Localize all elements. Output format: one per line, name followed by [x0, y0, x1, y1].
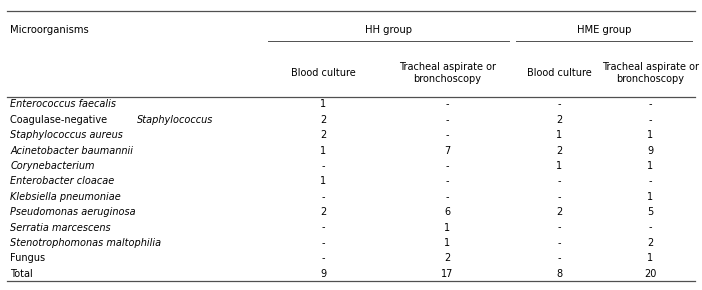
- Text: Corynebacterium: Corynebacterium: [11, 161, 95, 171]
- Text: 1: 1: [647, 130, 654, 140]
- Text: 2: 2: [444, 253, 451, 263]
- Text: -: -: [649, 99, 652, 109]
- Text: 1: 1: [556, 130, 562, 140]
- Text: 9: 9: [320, 269, 326, 279]
- Text: 7: 7: [444, 146, 451, 155]
- Text: -: -: [649, 222, 652, 233]
- Text: HH group: HH group: [365, 25, 412, 35]
- Text: 2: 2: [647, 238, 654, 248]
- Text: 2: 2: [556, 207, 562, 217]
- Text: -: -: [649, 176, 652, 186]
- Text: Fungus: Fungus: [11, 253, 46, 263]
- Text: 5: 5: [647, 207, 654, 217]
- Text: 20: 20: [644, 269, 656, 279]
- Text: 1: 1: [320, 176, 326, 186]
- Text: Klebsiella pneumoniae: Klebsiella pneumoniae: [11, 192, 121, 202]
- Text: 2: 2: [320, 130, 326, 140]
- Text: -: -: [557, 176, 561, 186]
- Text: -: -: [322, 222, 325, 233]
- Text: 1: 1: [647, 161, 654, 171]
- Text: 17: 17: [441, 269, 453, 279]
- Text: Enterococcus faecalis: Enterococcus faecalis: [11, 99, 117, 109]
- Text: Pseudomonas aeruginosa: Pseudomonas aeruginosa: [11, 207, 136, 217]
- Text: Staphylococcus aureus: Staphylococcus aureus: [11, 130, 124, 140]
- Text: Tracheal aspirate or
bronchoscopy: Tracheal aspirate or bronchoscopy: [602, 61, 698, 84]
- Text: 9: 9: [647, 146, 654, 155]
- Text: Staphylococcus: Staphylococcus: [137, 115, 213, 125]
- Text: Stenotrophomonas maltophilia: Stenotrophomonas maltophilia: [11, 238, 161, 248]
- Text: -: -: [322, 238, 325, 248]
- Text: 2: 2: [556, 115, 562, 125]
- Text: Blood culture: Blood culture: [526, 68, 592, 77]
- Text: -: -: [557, 99, 561, 109]
- Text: -: -: [446, 130, 449, 140]
- Text: Enterobacter cloacae: Enterobacter cloacae: [11, 176, 114, 186]
- Text: 1: 1: [647, 192, 654, 202]
- Text: Acinetobacter baumannii: Acinetobacter baumannii: [11, 146, 133, 155]
- Text: 1: 1: [444, 238, 451, 248]
- Text: Blood culture: Blood culture: [291, 68, 356, 77]
- Text: -: -: [446, 192, 449, 202]
- Text: 1: 1: [320, 99, 326, 109]
- Text: Coagulase-negative: Coagulase-negative: [11, 115, 111, 125]
- Text: -: -: [649, 115, 652, 125]
- Text: -: -: [446, 161, 449, 171]
- Text: Total: Total: [11, 269, 33, 279]
- Text: 1: 1: [556, 161, 562, 171]
- Text: -: -: [557, 238, 561, 248]
- Text: 1: 1: [647, 253, 654, 263]
- Text: 2: 2: [556, 146, 562, 155]
- Text: -: -: [322, 192, 325, 202]
- Text: 1: 1: [320, 146, 326, 155]
- Text: Tracheal aspirate or
bronchoscopy: Tracheal aspirate or bronchoscopy: [399, 61, 496, 84]
- Text: -: -: [446, 99, 449, 109]
- Text: 8: 8: [556, 269, 562, 279]
- Text: -: -: [322, 253, 325, 263]
- Text: 6: 6: [444, 207, 451, 217]
- Text: Serratia marcescens: Serratia marcescens: [11, 222, 111, 233]
- Text: 2: 2: [320, 207, 326, 217]
- Text: -: -: [557, 192, 561, 202]
- Text: HME group: HME group: [576, 25, 631, 35]
- Text: Microorganisms: Microorganisms: [11, 25, 89, 35]
- Text: 1: 1: [444, 222, 451, 233]
- Text: 2: 2: [320, 115, 326, 125]
- Text: -: -: [557, 253, 561, 263]
- Text: -: -: [446, 176, 449, 186]
- Text: -: -: [446, 115, 449, 125]
- Text: -: -: [557, 222, 561, 233]
- Text: -: -: [322, 161, 325, 171]
